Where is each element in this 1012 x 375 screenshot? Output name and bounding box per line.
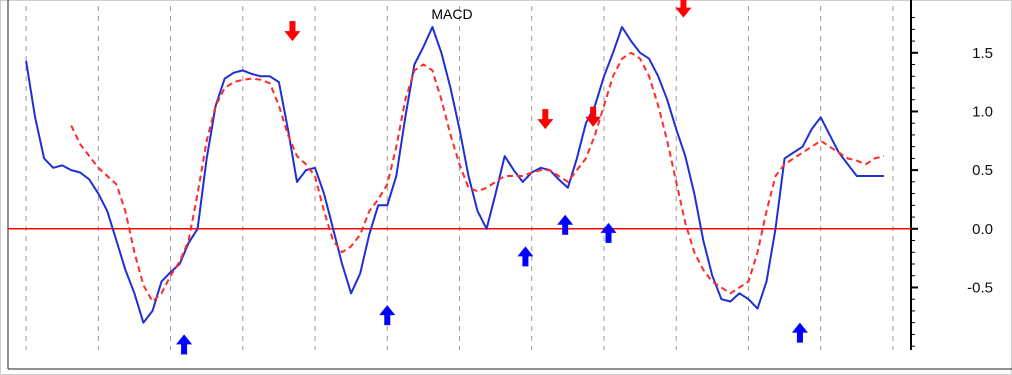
y-tick-label: 1.5 bbox=[972, 45, 993, 62]
signal-line bbox=[70, 51, 885, 303]
signal-arrows bbox=[176, 0, 808, 355]
y-tick-label: 1.0 bbox=[972, 103, 993, 120]
chart-title: MACD bbox=[431, 6, 472, 22]
buy-arrow bbox=[379, 305, 396, 326]
buy-arrow bbox=[600, 222, 617, 243]
buy-arrow bbox=[517, 246, 534, 267]
macd-line bbox=[25, 26, 884, 324]
buy-arrow bbox=[791, 322, 808, 343]
sell-arrow bbox=[585, 106, 602, 127]
y-tick-label: -0.5 bbox=[967, 279, 993, 296]
series-group bbox=[25, 26, 885, 324]
y-tick-label: 0.0 bbox=[972, 221, 993, 238]
buy-arrow bbox=[557, 214, 574, 235]
y-tick-label: 0.5 bbox=[972, 162, 993, 179]
sell-arrow bbox=[675, 0, 692, 18]
buy-arrow bbox=[176, 334, 193, 355]
sell-arrow bbox=[284, 21, 301, 42]
y-axis-ticks: 1.5 1.0 0.5 0.0 -0.5 bbox=[911, 17, 993, 347]
sell-arrow bbox=[537, 109, 554, 130]
